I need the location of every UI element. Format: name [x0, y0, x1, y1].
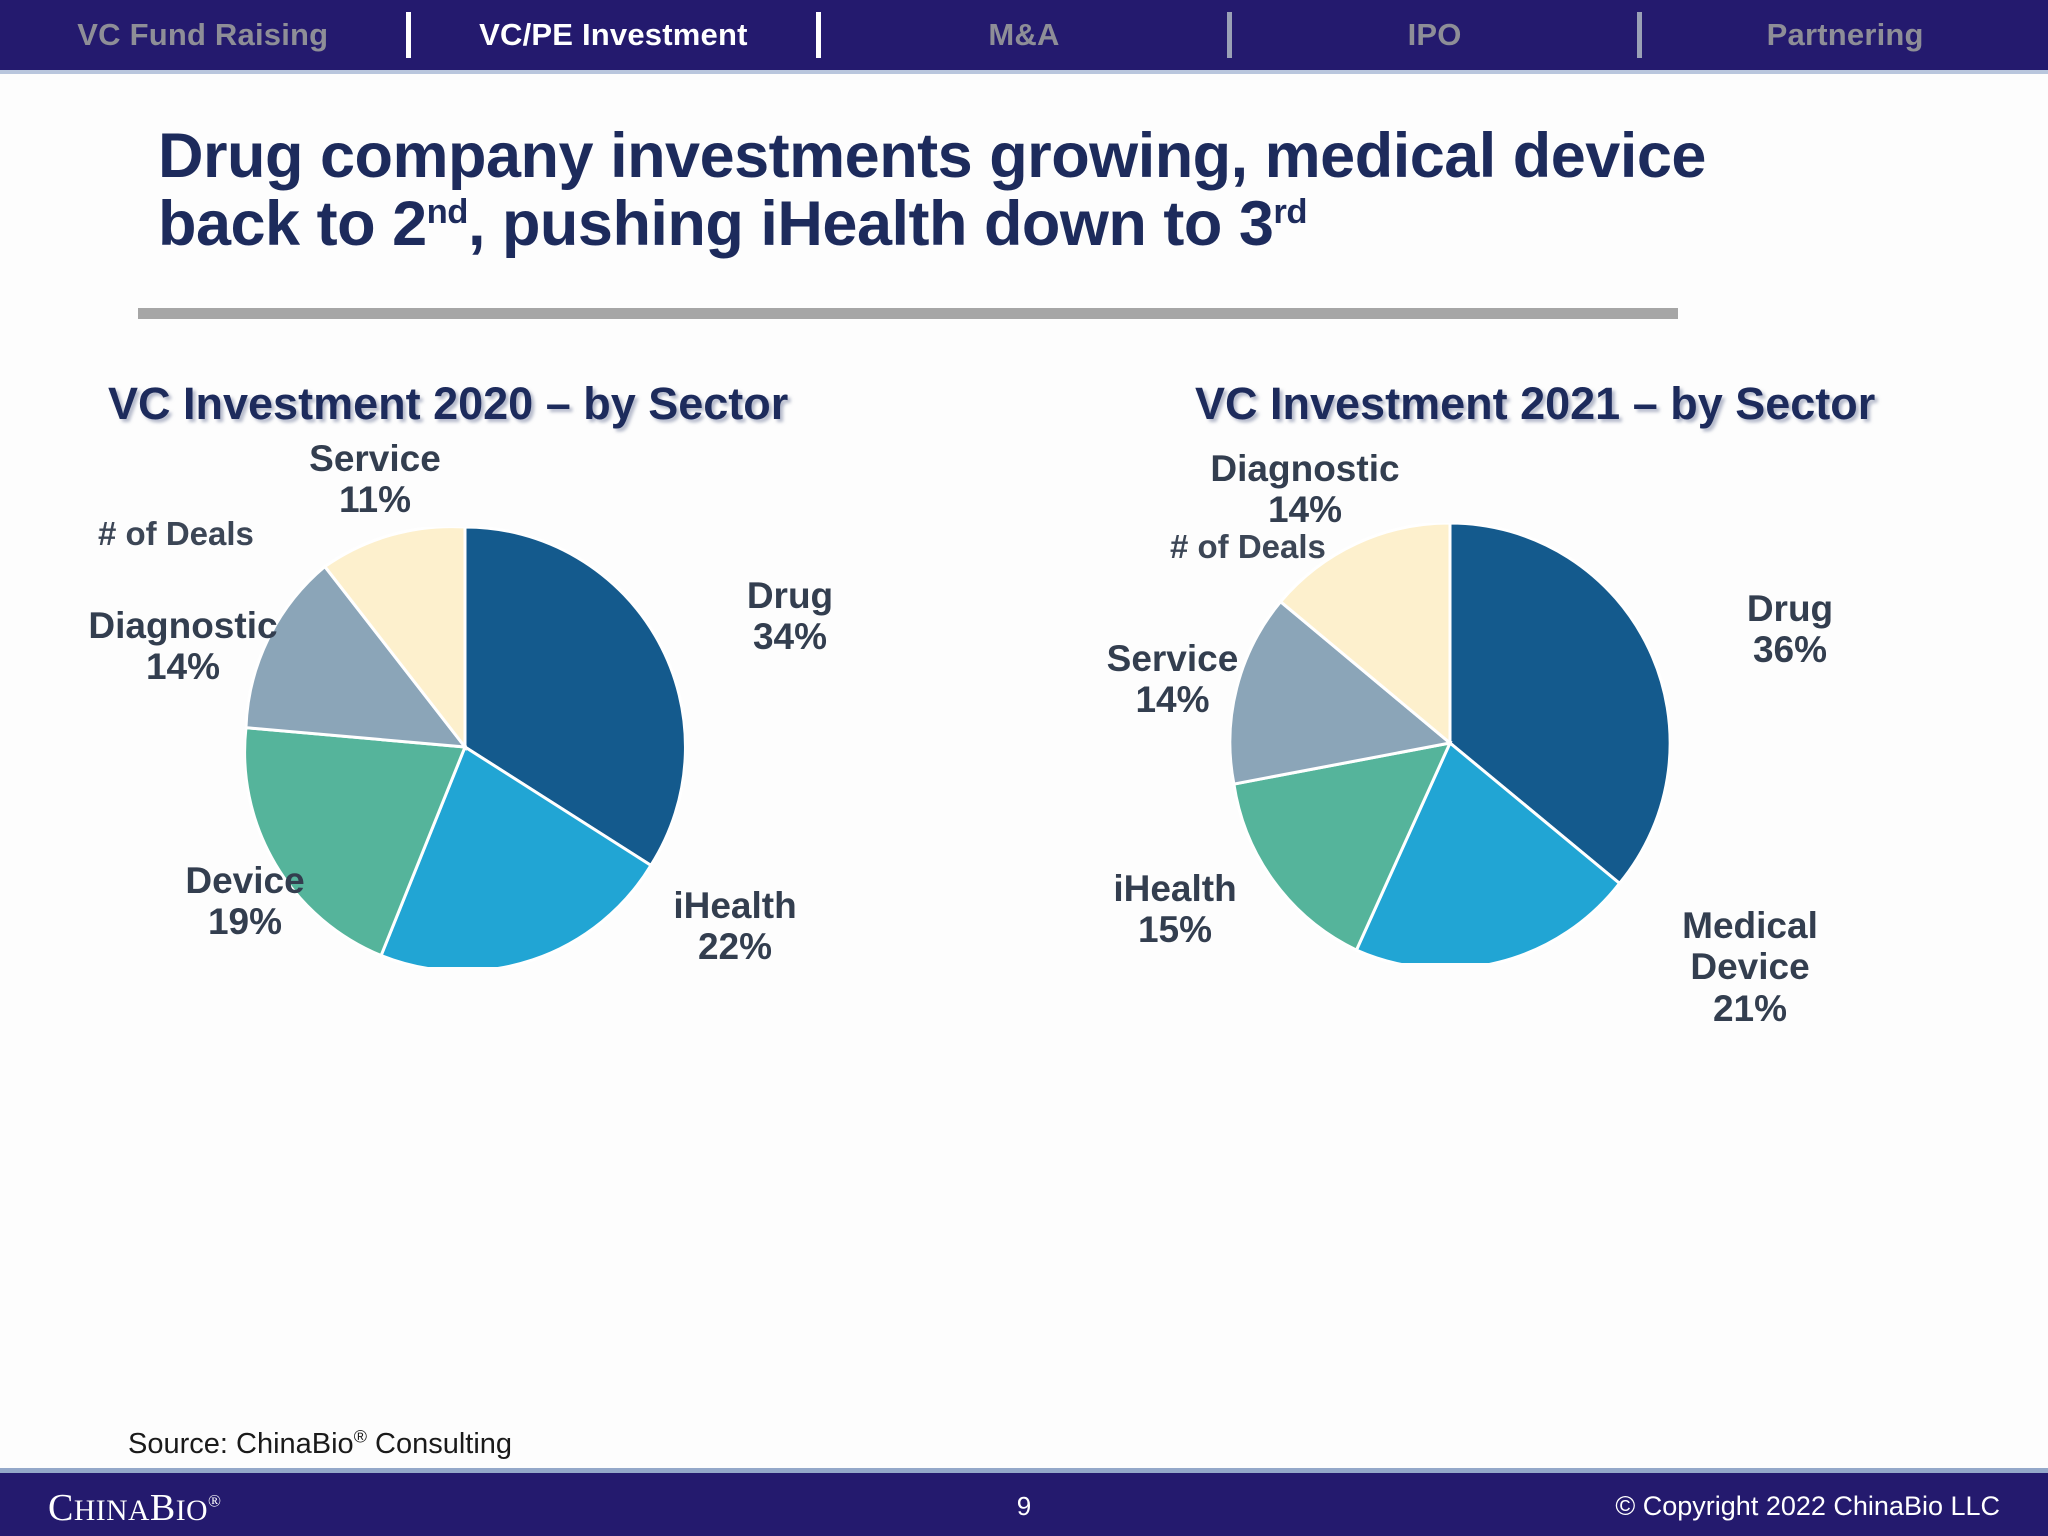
pie-label-diagnostic-2021: Diagnostic 14% [1170, 448, 1440, 531]
pie-label-drug-2021-pct: 36% [1752, 629, 1828, 671]
pie-slice-ihealth-2020[interactable] [379, 744, 653, 967]
pie-label-ihealth-2021-name: iHealth [1113, 868, 1237, 909]
pie-slice-ihealth-2021[interactable] [1232, 740, 1453, 953]
footer-bar: CHINABIO® 9 © Copyright 2022 ChinaBio LL… [0, 1468, 2048, 1536]
pie-label-diagnostic-2021-pct: 14% [1267, 489, 1343, 531]
page-title-line2-b: , pushing iHealth down to 3 [467, 189, 1274, 260]
pie-chart-2021 [1230, 523, 1670, 963]
pie-label-ihealth-2020-pct: 22% [697, 926, 773, 968]
pie-slice-service-2020[interactable] [322, 527, 467, 752]
pie-label-ihealth-2021-pct: 15% [1137, 909, 1213, 951]
chart-subtitle-deals-2020: # of Deals [98, 515, 254, 552]
pie-label-service-2021: Service 14% [1050, 638, 1295, 721]
pie-label-diagnostic-2020-pct: 14% [145, 646, 221, 688]
pie-label-service-2020-name: Service [309, 438, 441, 479]
pie-label-medical-device-2021-name-2: Device [1690, 946, 1810, 988]
chinabio-logo-io: IO [175, 1495, 209, 1527]
source-note: Source: ChinaBio® Consulting [128, 1426, 513, 1461]
pie-slice-diagnostic-2020[interactable] [245, 564, 469, 749]
pie-chart-2020-svg [245, 527, 685, 967]
pie-label-service-2021-pct: 14% [1135, 679, 1210, 721]
page-title-sup-rd: rd [1273, 193, 1308, 232]
chinabio-logo-b: B [149, 1487, 176, 1529]
page-number: 9 [1016, 1491, 1032, 1521]
source-note-prefix: Source: ChinaBio [128, 1428, 354, 1460]
pie-label-medical-device-2021: Medical Device 21% [1610, 905, 1890, 1029]
nav-tab-m-and-a[interactable]: M&A [988, 17, 1060, 52]
top-nav-items: VC Fund Raising VC/PE Investment M&A IPO… [0, 0, 2048, 70]
top-nav-bar: VC Fund Raising VC/PE Investment M&A IPO… [0, 0, 2048, 74]
pie-slice-service-2021[interactable] [1230, 599, 1454, 786]
pie-label-drug-2020: Drug 34% [670, 575, 910, 658]
pie-label-device-2020: Device 19% [120, 860, 370, 943]
registered-trademark-icon: ® [353, 1426, 367, 1447]
page-title: Drug company investments growing, medica… [158, 122, 1918, 258]
pie-slice-device-2020[interactable] [245, 726, 468, 958]
pie-slice-drug-2021[interactable] [1448, 523, 1670, 886]
pie-label-ihealth-2020-name: iHealth [673, 885, 797, 926]
nav-separator [816, 12, 822, 58]
chinabio-logo-c: C [48, 1487, 74, 1529]
pie-label-drug-2021-name: Drug [1746, 588, 1834, 629]
page-title-line1: Drug company investments growing, medica… [158, 121, 1706, 191]
pie-label-service-2020-pct: 11% [338, 479, 411, 521]
page-title-sup-nd: nd [426, 193, 469, 232]
pie-label-service-2020: Service 11% [245, 438, 505, 521]
registered-trademark-icon: ® [208, 1491, 222, 1511]
pie-slice-medical-device-2021[interactable] [1354, 740, 1622, 963]
nav-tab-partnering[interactable]: Partnering [1766, 17, 1924, 52]
pie-label-drug-2020-name: Drug [746, 575, 834, 616]
pie-label-ihealth-2020: iHealth 22% [610, 885, 860, 968]
pie-label-diagnostic-2021-name: Diagnostic [1210, 448, 1400, 489]
pie-label-device-2020-pct: 19% [207, 901, 283, 943]
nav-separator [1637, 12, 1643, 58]
pie-label-drug-2021: Drug 36% [1670, 588, 1910, 671]
pie-label-diagnostic-2020: Diagnostic 14% [58, 605, 308, 688]
chinabio-logo-hina: HINA [73, 1495, 150, 1527]
pie-label-medical-device-2021-name-1: Medical [1682, 905, 1818, 946]
source-note-suffix: Consulting [366, 1428, 513, 1460]
pie-chart-2021-svg [1230, 523, 1670, 963]
pie-label-drug-2020-pct: 34% [752, 616, 828, 658]
pie-label-diagnostic-2020-name: Diagnostic [88, 605, 278, 646]
chart-panel-2020: VC Investment 2020 – by Sector # of Deal… [40, 360, 1040, 1410]
chart-subtitle-deals-2021: # of Deals [1170, 528, 1326, 565]
pie-label-service-2021-name: Service [1106, 638, 1239, 679]
nav-tab-ipo[interactable]: IPO [1407, 17, 1462, 52]
chinabio-logo: CHINABIO® [48, 1486, 222, 1530]
copyright-notice: © Copyright 2022 ChinaBio LLC [1615, 1491, 2000, 1521]
nav-tab-vc-pe-investment[interactable]: VC/PE Investment [479, 17, 748, 52]
nav-tab-vc-fund-raising[interactable]: VC Fund Raising [77, 17, 329, 52]
page-title-line2-a: back to 2 [158, 189, 427, 260]
chart-heading-2021: VC Investment 2021 – by Sector [1195, 378, 1876, 429]
chart-panel-2021: VC Investment 2021 – by Sector # of Deal… [1050, 360, 2048, 1410]
nav-separator [1226, 12, 1232, 58]
pie-label-ihealth-2021: iHealth 15% [1050, 868, 1300, 951]
pie-slice-diagnostic-2021[interactable] [1278, 523, 1452, 747]
pie-chart-2020 [245, 527, 685, 967]
pie-label-device-2020-name: Device [185, 860, 305, 901]
chart-heading-2020: VC Investment 2020 – by Sector [108, 378, 789, 429]
nav-separator [405, 12, 411, 58]
pie-label-medical-device-2021-pct: 21% [1712, 987, 1788, 1029]
title-divider-rule [138, 308, 1678, 319]
